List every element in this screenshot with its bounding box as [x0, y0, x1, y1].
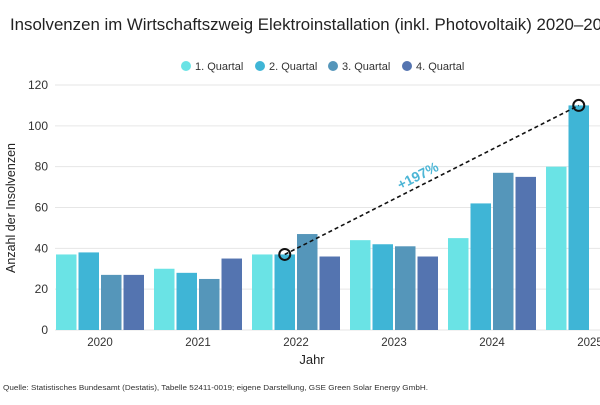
x-tick-label: 2023	[381, 337, 407, 349]
y-tick-label: 120	[28, 78, 48, 92]
bar-2025-q1	[546, 166, 567, 330]
bar-2023-q3	[395, 246, 416, 330]
y-tick-label: 100	[28, 119, 48, 133]
bar-2021-q3	[199, 278, 220, 330]
x-axis-ticks: 2020 2021 2022 2023 2024 2025	[87, 337, 600, 349]
legend-marker-icon	[255, 61, 265, 71]
source-note: Quelle: Statistisches Bundesamt (Destati…	[3, 383, 428, 392]
y-axis-ticks: 0 20 40 60 80 100 120	[28, 78, 48, 337]
bar-2023-q2	[372, 244, 393, 330]
x-tick-label: 2025	[577, 337, 600, 349]
trend-line	[284, 104, 580, 256]
bar-2022-q2	[274, 254, 295, 330]
legend-label: 1. Quartal	[195, 61, 243, 73]
gridlines	[55, 84, 600, 331]
y-tick-label: 20	[35, 282, 49, 296]
end-point-marker	[572, 98, 586, 112]
x-tick-label: 2020	[87, 337, 113, 349]
y-tick-label: 60	[35, 201, 49, 215]
legend-marker-icon	[402, 61, 412, 71]
legend-label: 4. Quartal	[416, 61, 464, 73]
x-tick-label: 2022	[283, 337, 309, 349]
bar-2020-q1	[56, 254, 77, 330]
legend-marker-icon	[181, 61, 191, 71]
legend-label: 2. Quartal	[269, 61, 317, 73]
x-tick-label: 2021	[185, 337, 211, 349]
y-tick-label: 40	[35, 241, 49, 255]
bar-2021-q4	[221, 258, 242, 330]
legend-label: 3. Quartal	[342, 61, 390, 73]
bar-2024-q1	[448, 238, 469, 330]
bars	[56, 105, 589, 331]
bar-2021-q2	[176, 272, 197, 330]
bar-2024-q3	[493, 172, 514, 330]
chart-title: Insolvenzen im Wirtschaftszweig Elektroi…	[10, 15, 600, 34]
bar-2022-q3	[297, 234, 318, 330]
legend: 1. Quartal 2. Quartal 3. Quartal 4. Quartal	[181, 61, 464, 73]
bar-2020-q3	[101, 274, 122, 330]
bar-2022-q4	[319, 256, 340, 330]
bar-2024-q2	[470, 203, 491, 330]
legend-marker-icon	[328, 61, 338, 71]
start-point-marker	[278, 247, 292, 261]
bar-2025-q2	[568, 105, 589, 331]
bar-2020-q2	[78, 252, 99, 330]
bar-2022-q1	[252, 254, 273, 330]
y-tick-label: 80	[35, 160, 49, 174]
bar-2021-q1	[154, 268, 175, 330]
bar-2020-q4	[123, 274, 144, 330]
bar-2023-q1	[350, 240, 371, 330]
y-axis-label: Anzahl der Insolvenzen	[4, 143, 18, 273]
growth-annotation: +197%	[278, 98, 586, 261]
y-tick-label: 0	[41, 323, 48, 337]
bar-2023-q4	[417, 256, 438, 330]
x-tick-label: 2024	[479, 337, 505, 349]
x-axis-label: Jahr	[299, 352, 325, 367]
bar-2024-q4	[515, 176, 536, 330]
